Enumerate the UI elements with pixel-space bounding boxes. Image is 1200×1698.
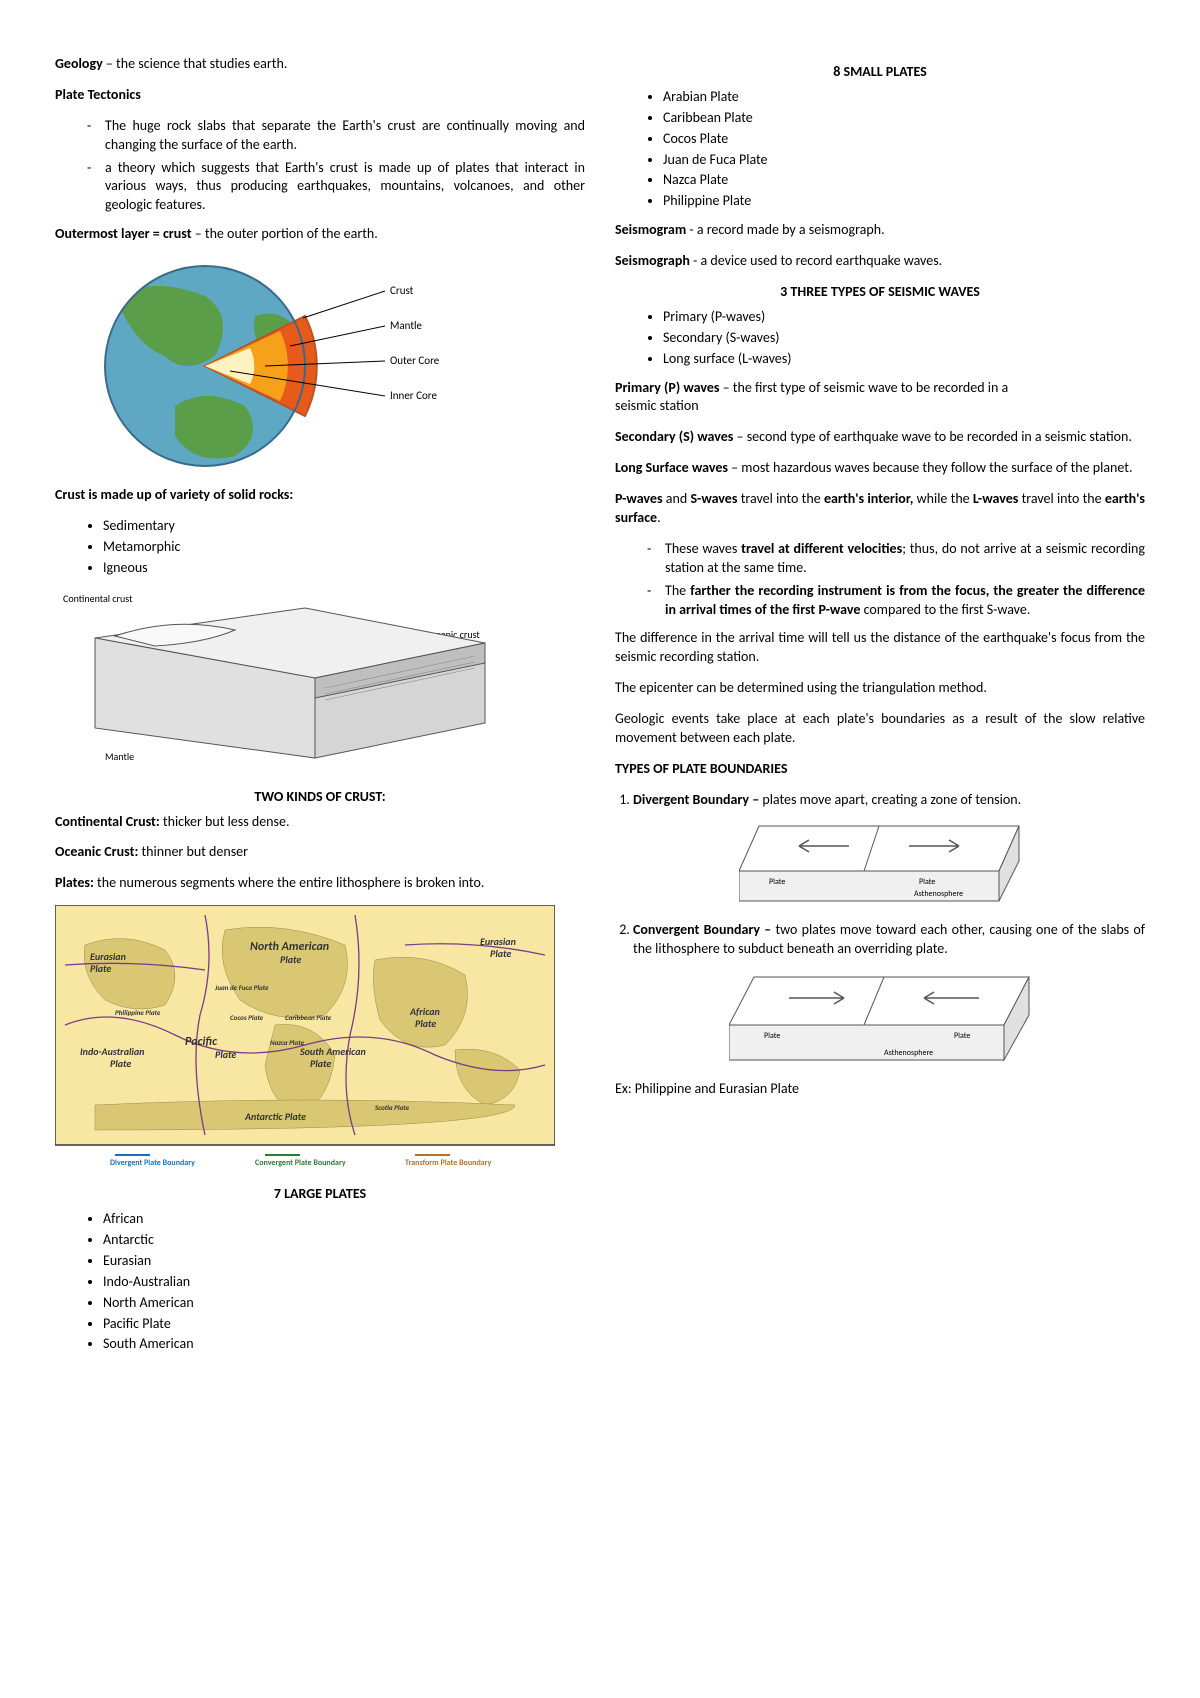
list-item: North American (103, 1294, 585, 1313)
l-wave-def: Long Surface waves – most hazardous wave… (615, 459, 1145, 478)
seven-large-list: African Antarctic Eurasian Indo-Australi… (55, 1210, 585, 1354)
list-item: Igneous (103, 559, 585, 578)
oceanic-crust: Oceanic Crust: thinner but denser (55, 843, 585, 862)
svg-text:Convergent Plate Boundary: Convergent Plate Boundary (255, 1158, 346, 1168)
s-wave-def: Secondary (S) waves – second type of ear… (615, 428, 1145, 447)
svg-text:Continental crust: Continental crust (63, 592, 133, 605)
list-item: Eurasian (103, 1252, 585, 1271)
list-item: Arabian Plate (663, 88, 1145, 107)
seismograph-def: Seismograph - a device used to record ea… (615, 252, 1145, 271)
boundaries-title: TYPES OF PLATE BOUNDARIES (615, 760, 1145, 779)
svg-text:Plate: Plate (215, 1048, 236, 1061)
list-item: Caribbean Plate (663, 109, 1145, 128)
world-plates-map: Eurasian Plate North American Plate Eura… (55, 905, 585, 1175)
list-item: Cocos Plate (663, 130, 1145, 149)
list-item: Juan de Fuca Plate (663, 151, 1145, 170)
svg-text:Pacific: Pacific (185, 1035, 218, 1049)
geo-events: Geologic events take place at each plate… (615, 710, 1145, 748)
three-waves-title: 3 THREE TYPES OF SEISMIC WAVES (615, 283, 1145, 302)
example-text: Ex: Philippine and Eurasian Plate (615, 1080, 1145, 1099)
plate-tectonics-list: The huge rock slabs that separate the Ea… (55, 117, 585, 215)
svg-text:Plate: Plate (764, 1031, 780, 1041)
convergent-item: Convergent Boundary – two plates move to… (633, 921, 1145, 1070)
svg-text:Juan de Fuca Plate: Juan de Fuca Plate (214, 983, 269, 992)
list-item: African (103, 1210, 585, 1229)
plates-def: Plates: the numerous segments where the … (55, 874, 585, 893)
svg-text:Plate: Plate (110, 1057, 131, 1070)
list-item: These waves travel at different velociti… (647, 540, 1145, 578)
svg-text:Plate: Plate (90, 962, 111, 975)
divergent-diagram: Plate Plate Asthenosphere (739, 816, 1039, 911)
wave-travel-sentence: P-waves and S-waves travel into the eart… (615, 490, 1145, 528)
svg-text:Plate: Plate (415, 1017, 436, 1030)
svg-text:Plate: Plate (310, 1057, 331, 1070)
crust-rocks-list: Sedimentary Metamorphic Igneous (55, 517, 585, 578)
seismogram-def: Seismogram - a record made by a seismogr… (615, 221, 1145, 240)
list-item: Nazca Plate (663, 171, 1145, 190)
svg-text:Philippine Plate: Philippine Plate (115, 1008, 161, 1017)
arrival-diff: The difference in the arrival time will … (615, 629, 1145, 667)
svg-text:Mantle: Mantle (105, 750, 134, 763)
crust-rocks-title: Crust is made up of variety of solid roc… (55, 486, 585, 505)
boundaries-list: Divergent Boundary – plates move apart, … (615, 791, 1145, 1070)
svg-text:Asthenosphere: Asthenosphere (914, 889, 963, 899)
list-item: Sedimentary (103, 517, 585, 536)
svg-text:Plate: Plate (919, 877, 935, 887)
earth-cutaway-diagram: Crust Mantle Outer Core Inner Core (55, 256, 585, 476)
three-waves-list: Primary (P-waves) Secondary (S-waves) Lo… (615, 308, 1145, 369)
list-item: Long surface (L-waves) (663, 350, 1145, 369)
svg-text:Cocos Plate: Cocos Plate (230, 1013, 264, 1022)
eight-small-title: 8 SMALL PLATES (615, 63, 1145, 82)
left-column: Geology – the science that studies earth… (55, 55, 585, 1364)
list-item: Philippine Plate (663, 192, 1145, 211)
svg-text:Plate: Plate (769, 877, 785, 887)
svg-text:Asthenosphere: Asthenosphere (884, 1048, 933, 1058)
geology-term: Geology (55, 55, 103, 72)
svg-text:Antarctic Plate: Antarctic Plate (244, 1110, 306, 1123)
svg-text:Caribbean Plate: Caribbean Plate (285, 1013, 332, 1022)
outer-core-label: Outer Core (390, 354, 440, 367)
plate-tectonics-title: Plate Tectonics (55, 86, 585, 105)
list-item: Primary (P-waves) (663, 308, 1145, 327)
seven-large-title: 7 LARGE PLATES (55, 1185, 585, 1204)
two-kinds-title: TWO KINDS OF CRUST: (55, 788, 585, 807)
svg-text:Plate: Plate (490, 947, 511, 960)
convergent-diagram: Plate Plate Asthenosphere (729, 965, 1049, 1070)
p-wave-def: Primary (P) waves – the first type of se… (615, 379, 1145, 417)
list-item: The farther the recording instrument is … (647, 582, 1145, 620)
list-item: The huge rock slabs that separate the Ea… (87, 117, 585, 155)
svg-text:Plate: Plate (954, 1031, 970, 1041)
right-column: 8 SMALL PLATES Arabian Plate Caribbean P… (615, 55, 1145, 1364)
list-item: a theory which suggests that Earth's cru… (87, 159, 585, 216)
svg-text:Transform Plate Boundary: Transform Plate Boundary (405, 1158, 492, 1168)
list-item: Pacific Plate (103, 1315, 585, 1334)
svg-text:Plate: Plate (280, 953, 301, 966)
mantle-label: Mantle (390, 319, 423, 332)
list-item: Indo-Australian (103, 1273, 585, 1292)
crust-label: Crust (390, 284, 414, 297)
svg-text:Scotia Plate: Scotia Plate (374, 1103, 410, 1112)
two-column-layout: Geology – the science that studies earth… (55, 55, 1145, 1364)
geology-def: Geology – the science that studies earth… (55, 55, 585, 74)
svg-text:North American: North American (250, 940, 329, 954)
divergent-item: Divergent Boundary – plates move apart, … (633, 791, 1145, 911)
eight-small-list: Arabian Plate Caribbean Plate Cocos Plat… (615, 88, 1145, 211)
crust-block-diagram: Continental crust Oceanic crust Mantle (55, 588, 585, 778)
outermost-def: Outermost layer = crust – the outer port… (55, 225, 585, 244)
svg-text:Divergent Plate Boundary: Divergent Plate Boundary (110, 1158, 195, 1168)
velocity-list: These waves travel at different velociti… (615, 540, 1145, 620)
list-item: South American (103, 1335, 585, 1354)
list-item: Metamorphic (103, 538, 585, 557)
list-item: Antarctic (103, 1231, 585, 1250)
continental-crust: Continental Crust: thicker but less dens… (55, 813, 585, 832)
epicenter: The epicenter can be determined using th… (615, 679, 1145, 698)
list-item: Secondary (S-waves) (663, 329, 1145, 348)
inner-core-label: Inner Core (390, 389, 437, 402)
